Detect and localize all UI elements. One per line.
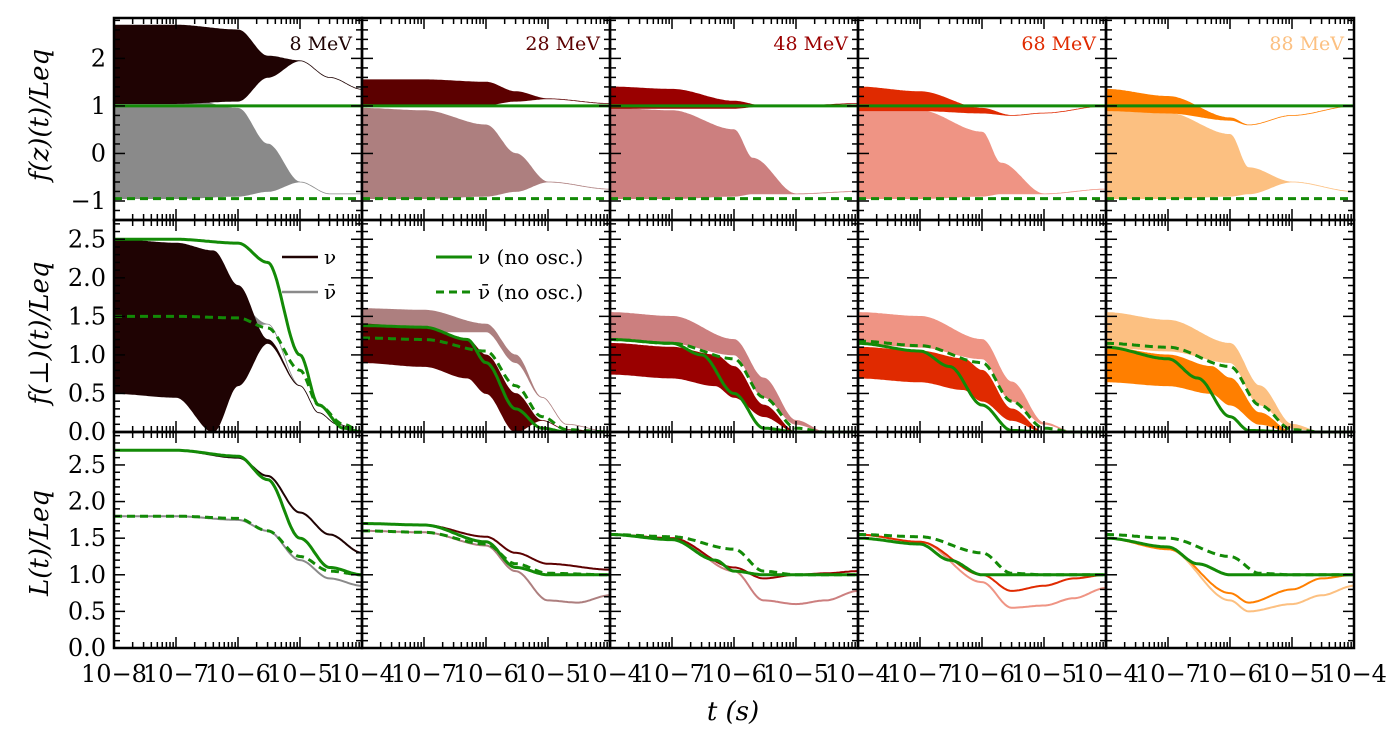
nubar-noosc-line — [114, 514, 362, 577]
y-tick-label: 1.5 — [68, 524, 106, 552]
nu-band — [609, 342, 858, 433]
panel-r3-c1 — [112, 430, 364, 650]
y-tick-label: 0 — [91, 139, 106, 167]
panel-frame — [360, 430, 612, 650]
nubar-line — [610, 533, 859, 606]
nubar-band — [113, 91, 362, 199]
x-tick-label: 10−4 — [825, 660, 891, 688]
panel-frame — [608, 430, 860, 650]
panel-r1-c1 — [112, 16, 364, 222]
y-tick-label: 2.5 — [68, 225, 106, 253]
nu-noosc-line — [858, 536, 1106, 577]
xlabel: t (s) — [707, 697, 759, 727]
y-tick-label: 2.5 — [68, 451, 106, 479]
x-tick-label: 10−5 — [1259, 660, 1325, 688]
y-tick-label: 2.0 — [68, 264, 106, 292]
y-tick-label: 1.0 — [68, 561, 106, 589]
x-tick-label: 10−4 — [1321, 660, 1387, 688]
y-tick-label: 1.0 — [68, 341, 106, 369]
nubar-line — [858, 533, 1106, 609]
panel-r2-c4 — [856, 218, 1108, 434]
legend-nubar-label: ν̄ — [324, 280, 336, 304]
nu-noosc-line — [1106, 536, 1354, 577]
x-tick-label: 10−8 — [81, 660, 147, 688]
y-tick-label: 2.0 — [68, 488, 106, 516]
x-tick-label: 10−7 — [143, 660, 209, 688]
energy-label-1: 8 MeV — [289, 33, 352, 55]
x-tick-label: 10−5 — [515, 660, 581, 688]
nubar-band — [1105, 107, 1354, 199]
ylabel-row-3: L(t)/Leq — [25, 490, 55, 597]
nubar-line — [114, 515, 363, 587]
y-tick-label: 0.5 — [68, 597, 106, 625]
y-tick-label: −1 — [71, 187, 106, 215]
energy-label-2: 28 MeV — [525, 33, 600, 55]
x-tick-label: 10−7 — [391, 660, 457, 688]
nu-noosc-line — [610, 533, 858, 577]
panel-r2-c3 — [608, 218, 860, 434]
panel-frame — [1104, 430, 1356, 650]
x-tick-label: 10−4 — [329, 660, 395, 688]
x-tick-label: 10−5 — [267, 660, 333, 688]
nu-line — [114, 449, 363, 554]
nubar-noosc-line — [610, 533, 858, 577]
x-tick-label: 10−6 — [949, 660, 1015, 688]
panel-r1-c4 — [856, 16, 1108, 222]
legend-nu-label: ν — [324, 245, 336, 269]
y-axis-titles: f(z)(t)/Leq f(⊥)(t)/Leq L(t)/Leq — [25, 49, 55, 597]
energy-label-3: 48 MeV — [773, 33, 848, 55]
panel-r3-c2 — [360, 430, 612, 650]
x-tick-label: 10−6 — [1197, 660, 1263, 688]
nu-band — [857, 346, 1106, 433]
ylabel-row-1: f(z)(t)/Leq — [25, 49, 55, 183]
x-tick-label: 10−7 — [887, 660, 953, 688]
panel-r1-c3 — [608, 16, 860, 222]
nubar-noosc-line — [1106, 533, 1354, 577]
x-tick-label: 10−6 — [453, 660, 519, 688]
legend: ν ν̄ ν (no osc.) ν̄ (no osc.) — [282, 245, 583, 304]
panel-frame — [112, 430, 364, 650]
legend-nu-noosc-label: ν (no osc.) — [478, 245, 583, 269]
nu-band — [361, 323, 610, 433]
panel-r2-c1 — [112, 218, 364, 434]
nubar-band — [361, 107, 610, 199]
panel-r3-c4 — [856, 430, 1108, 650]
panel-r3-c5 — [1104, 430, 1356, 650]
x-tick-label: 10−7 — [1135, 660, 1201, 688]
y-tick-label: 0.5 — [68, 379, 106, 407]
nu-noosc-line — [114, 448, 363, 577]
y-tick-label: 0.0 — [68, 634, 106, 662]
nu-line — [1106, 537, 1354, 604]
y-tick-label: 0.0 — [68, 418, 106, 446]
panel-r3-c3 — [608, 430, 860, 650]
x-tick-label: 10−6 — [205, 660, 271, 688]
energy-label-4: 68 MeV — [1021, 33, 1096, 55]
panel-r1-c5 — [1104, 16, 1356, 222]
x-tick-label: 10−4 — [1073, 660, 1139, 688]
y-tick-label: 2 — [91, 44, 106, 72]
energy-label-5: 88 MeV — [1269, 33, 1344, 55]
nubar-noosc-line — [361, 529, 610, 577]
x-tick-label: 10−5 — [1011, 660, 1077, 688]
x-tick-label: 10−5 — [763, 660, 829, 688]
y-tick-label: 1 — [91, 92, 106, 120]
nubar-noosc-line — [858, 533, 1106, 577]
nu-band — [361, 79, 611, 107]
nubar-band — [609, 107, 858, 199]
ylabel-row-2: f(⊥)(t)/Leq — [25, 261, 55, 406]
nu-noosc-line — [362, 522, 610, 577]
legend-nubar-noosc-label: ν̄ (no osc.) — [478, 280, 583, 304]
nubar-band — [857, 107, 1106, 199]
x-tick-label: 10−4 — [577, 660, 643, 688]
x-tick-label: 10−6 — [701, 660, 767, 688]
nubar-noosc-line — [361, 336, 610, 434]
panel-r2-c5 — [1104, 218, 1356, 434]
x-tick-label: 10−7 — [639, 660, 705, 688]
nu-line — [362, 522, 611, 571]
y-tick-label: 1.5 — [68, 302, 106, 330]
nu-noosc-line — [114, 237, 363, 434]
